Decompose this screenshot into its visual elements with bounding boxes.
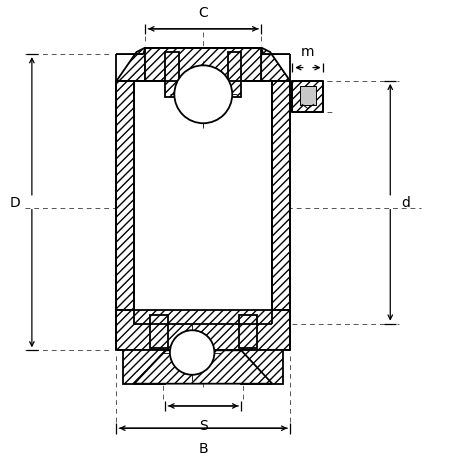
Text: D: D	[10, 196, 21, 210]
Polygon shape	[241, 351, 283, 384]
Text: d: d	[401, 196, 409, 210]
Text: C: C	[198, 6, 208, 20]
Polygon shape	[238, 315, 256, 348]
Polygon shape	[134, 82, 272, 324]
Text: m: m	[301, 45, 314, 59]
Polygon shape	[116, 311, 290, 351]
Polygon shape	[292, 82, 323, 113]
Polygon shape	[227, 53, 241, 97]
Text: B: B	[198, 441, 207, 455]
Polygon shape	[116, 49, 145, 82]
Polygon shape	[145, 49, 261, 82]
Polygon shape	[134, 351, 272, 384]
Polygon shape	[123, 351, 165, 384]
Circle shape	[169, 330, 214, 375]
Polygon shape	[272, 82, 290, 324]
Polygon shape	[261, 49, 290, 82]
Polygon shape	[116, 82, 134, 324]
Polygon shape	[165, 53, 179, 97]
Polygon shape	[299, 87, 315, 106]
Text: S: S	[198, 419, 207, 432]
Circle shape	[174, 66, 232, 124]
Polygon shape	[150, 315, 167, 348]
